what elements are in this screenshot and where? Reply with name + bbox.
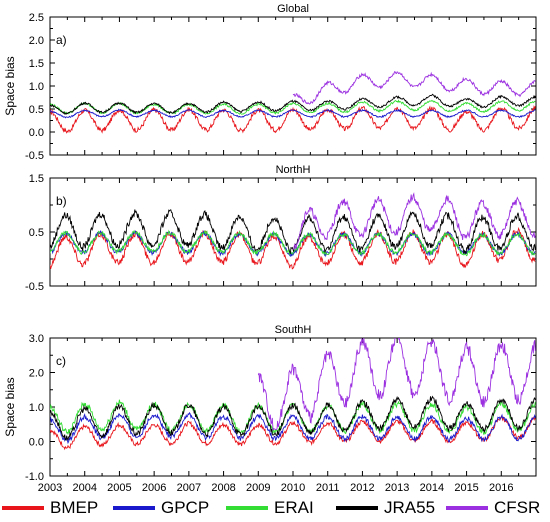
panel-southh-ytick-label: -1.0 — [25, 471, 44, 483]
x-tick-label: 2008 — [211, 482, 235, 494]
legend-swatch-jra55 — [336, 506, 378, 510]
x-tick-label: 2004 — [72, 482, 96, 494]
panel-southh-ytick-label: 0.0 — [29, 437, 44, 449]
panel-global-ytick-label: 1.5 — [29, 58, 44, 70]
panel-northh-ytick-label: 0.5 — [29, 227, 44, 239]
panel-global-ylabel: Space bias — [3, 56, 17, 115]
legend-label-erai: ERAI — [274, 498, 314, 517]
panel-southh-series-bmep — [50, 415, 536, 451]
panel-northh-series-bmep — [50, 226, 536, 270]
panel-global-series-erai — [50, 99, 536, 115]
panel-southh-ytick-label: 3.0 — [29, 333, 44, 345]
panel-southh-ytick-label: 2.0 — [29, 368, 44, 380]
panel-northh-ytick-label: 1.5 — [29, 173, 44, 185]
legend-item-bmep: BMEP — [2, 496, 98, 520]
panel-global-ytick-label: -0.5 — [25, 150, 44, 162]
panel-global-series-cfsr — [292, 71, 536, 105]
legend-swatch-cfsr — [446, 506, 488, 510]
x-tick-label: 2006 — [142, 482, 166, 494]
panel-northh-ytick-label: -0.5 — [25, 281, 44, 293]
x-tick-label: 2005 — [107, 482, 131, 494]
legend-swatch-erai — [226, 506, 268, 510]
x-tick-label: 2007 — [177, 482, 201, 494]
legend-item-cfsr: CFSR — [446, 496, 540, 520]
legend-swatch-bmep — [2, 506, 44, 510]
panel-global-ytick-label: 1.0 — [29, 81, 44, 93]
legend-label-cfsr: CFSR — [494, 498, 541, 517]
panel-southh-series-gpcp — [50, 411, 536, 445]
panel-northh-series-jra55 — [50, 209, 536, 255]
panel-northh-title: NorthH — [276, 164, 311, 176]
x-tick-label: 2012 — [350, 482, 374, 494]
panel-global-ytick-label: 0.0 — [29, 127, 44, 139]
x-tick-label: 2009 — [246, 482, 270, 494]
panel-southh-ylabel: Space bias — [3, 377, 17, 436]
panel-northh-label: b) — [56, 194, 67, 208]
x-tick-label: 2003 — [38, 482, 62, 494]
panel-global-series-gpcp — [50, 108, 536, 119]
panel-global-series-jra55 — [50, 93, 536, 115]
panel-southh-series-jra55 — [50, 395, 536, 441]
x-tick-label: 2015 — [454, 482, 478, 494]
legend-label-jra55: JRA55 — [384, 498, 436, 517]
x-tick-label: 2016 — [489, 482, 513, 494]
x-tick-label: 2010 — [281, 482, 305, 494]
legend-label-gpcp: GPCP — [161, 498, 210, 517]
panel-northh-frame — [49, 177, 537, 287]
legend-label-bmep: BMEP — [50, 498, 99, 517]
legend-item-gpcp: GPCP — [113, 496, 209, 520]
x-tick-label: 2013 — [385, 482, 409, 494]
panel-southh-series-cfsr — [257, 338, 536, 432]
legend-item-erai: ERAI — [226, 496, 314, 520]
chart-legend: BMEP GPCP ERAI JRA55 CFSR — [0, 496, 550, 520]
panel-northh-series-gpcp — [50, 229, 536, 258]
x-tick-label: 2011 — [316, 482, 340, 494]
legend-item-jra55: JRA55 — [336, 496, 435, 520]
panel-northh-series-erai — [50, 229, 536, 257]
panel-global-ytick-label: 0.5 — [29, 104, 44, 116]
panel-global-frame — [49, 16, 537, 156]
panel-global-label: a) — [56, 33, 67, 47]
panel-southh-ytick-label: 1.0 — [29, 402, 44, 414]
x-tick-label: 2014 — [420, 482, 444, 494]
legend-swatch-gpcp — [113, 506, 155, 510]
panel-global-ytick-label: 2.0 — [29, 35, 44, 47]
panel-global-ytick-label: 2.5 — [29, 12, 44, 24]
panel-southh-label: c) — [56, 354, 66, 368]
panel-global-title: Global — [277, 3, 309, 15]
panel-northh-series-cfsr — [292, 192, 536, 250]
panel-southh-title: SouthH — [275, 324, 312, 336]
